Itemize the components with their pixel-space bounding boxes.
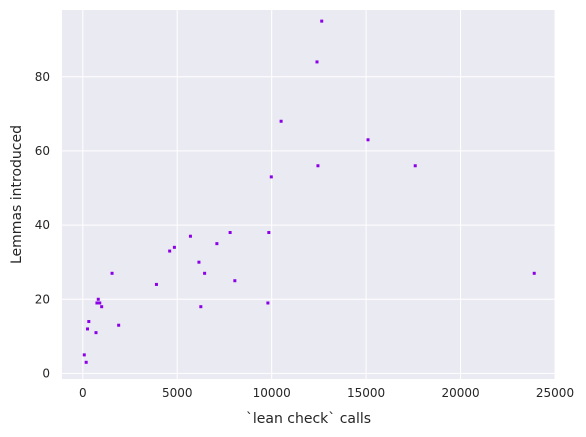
data-point	[316, 164, 320, 168]
data-point	[197, 260, 201, 264]
data-point	[87, 320, 91, 324]
y-axis-label: Lemmas introduced	[9, 125, 25, 264]
data-point	[94, 331, 98, 335]
data-points	[82, 19, 536, 364]
data-point	[279, 119, 283, 123]
data-point	[188, 234, 192, 238]
data-point	[413, 164, 417, 168]
data-point	[366, 138, 370, 142]
x-tick-label: 10000	[253, 386, 291, 400]
data-point	[154, 282, 158, 286]
y-tick-labels: 0 20 40 60 80	[35, 70, 50, 381]
y-tick-label: 20	[35, 292, 50, 306]
data-point	[269, 175, 273, 179]
x-tick-label: 20000	[441, 386, 479, 400]
y-tick-label: 40	[35, 218, 50, 232]
x-tick-label: 5000	[162, 386, 193, 400]
y-tick-label: 0	[42, 366, 50, 380]
x-tick-label: 25000	[536, 386, 574, 400]
data-point	[228, 231, 232, 235]
data-point	[172, 245, 176, 249]
data-point	[95, 301, 99, 305]
x-tick-labels: 0 5000 10000 15000 20000 25000	[79, 386, 574, 400]
data-point	[233, 279, 237, 283]
data-point	[98, 301, 102, 305]
plot-area	[62, 10, 555, 379]
data-point	[84, 360, 88, 364]
data-point	[96, 297, 100, 301]
data-point	[199, 305, 203, 309]
data-point	[110, 271, 114, 275]
data-point	[86, 327, 89, 331]
x-tick-label: 0	[79, 386, 87, 400]
data-point	[82, 353, 86, 357]
x-tick-label: 15000	[347, 386, 385, 400]
x-axis-label: `lean check` calls	[246, 411, 371, 427]
data-point	[532, 271, 536, 275]
data-point	[315, 60, 319, 64]
data-point	[117, 323, 121, 327]
data-point	[320, 19, 324, 23]
y-tick-label: 60	[35, 144, 50, 158]
data-point	[267, 231, 271, 235]
data-point	[215, 242, 219, 246]
data-point	[168, 249, 172, 253]
grid-lines	[62, 10, 556, 379]
y-tick-label: 80	[35, 70, 50, 84]
data-point	[100, 305, 104, 309]
data-point	[203, 271, 207, 275]
data-point	[266, 301, 270, 305]
